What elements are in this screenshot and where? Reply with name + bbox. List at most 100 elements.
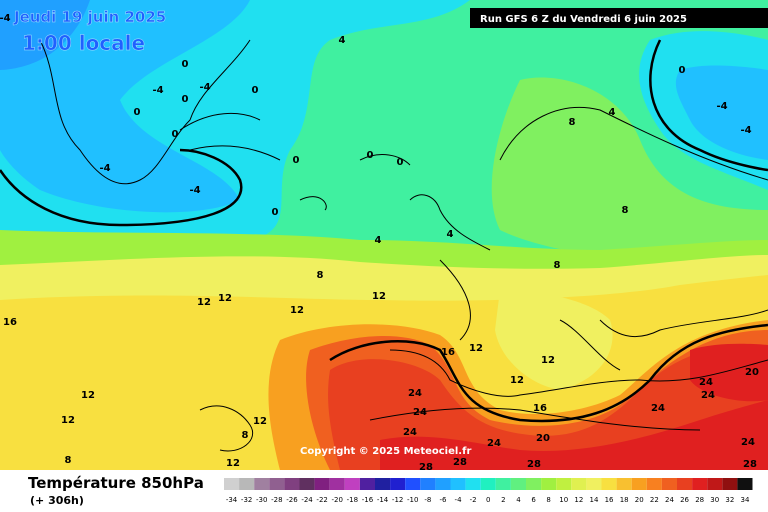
- scale-label: -4: [455, 496, 463, 504]
- contour-label: 12: [541, 355, 555, 366]
- scale-label: 14: [589, 496, 598, 504]
- scale-label: -26: [286, 496, 298, 504]
- local-time: 1:00 locale: [22, 31, 145, 55]
- scale-label: 16: [605, 496, 614, 504]
- contour-label: 8: [65, 455, 72, 466]
- scale-label: 2: [501, 496, 505, 504]
- scale-label: -20: [332, 496, 343, 504]
- scale-label: -34: [226, 496, 238, 504]
- scale-swatch: [269, 478, 285, 490]
- contour-label: 4: [447, 229, 454, 240]
- scale-label: -12: [392, 496, 403, 504]
- scale-label: -16: [362, 496, 374, 504]
- scale-label: -30: [256, 496, 267, 504]
- contour-label: 0: [293, 155, 300, 166]
- scale-swatch: [692, 478, 708, 490]
- scale-swatch: [586, 478, 602, 490]
- contour-label: 8: [569, 117, 576, 128]
- copyright: Copyright © 2025 Meteociel.fr: [300, 446, 471, 457]
- color-scale: -34 -32 -30 -28 -26 -24 -22 -20 -18 -16 -14 -12 -10-…: [224, 478, 753, 504]
- contour-label: 4: [609, 107, 616, 118]
- contour-label: 12: [290, 305, 304, 316]
- contour-label: 0: [272, 207, 279, 218]
- scale-label: 24: [665, 496, 674, 504]
- contour-label: -4: [152, 85, 163, 96]
- scale-swatch: [329, 478, 345, 490]
- contour-label: 4: [375, 235, 382, 246]
- contour-label: 8: [242, 430, 249, 441]
- scale-swatch: [450, 478, 466, 490]
- scale-swatch: [480, 478, 496, 490]
- scale-label: 30: [710, 496, 719, 504]
- scale-swatch: [254, 478, 270, 490]
- scale-swatch: [495, 478, 511, 490]
- scale-label: 18: [620, 496, 629, 504]
- contour-label: -4: [199, 82, 210, 93]
- scale-label: 8: [546, 496, 550, 504]
- scale-swatch: [601, 478, 617, 490]
- contour-label: -4: [189, 185, 200, 196]
- scale-swatch: [465, 478, 481, 490]
- footer-title: Température 850hPa: [28, 474, 204, 492]
- scale-swatch: [677, 478, 693, 490]
- contour-label: 8: [554, 260, 561, 271]
- scale-swatch: [526, 478, 542, 490]
- contour-label: 0: [182, 94, 189, 105]
- contour-label: 12: [81, 390, 95, 401]
- contour-label: 12: [218, 293, 232, 304]
- forecast-lead: (+ 306h): [30, 494, 84, 507]
- scale-label: 4: [516, 496, 521, 504]
- contour-label: 24: [487, 438, 501, 449]
- contour-label: 0: [679, 65, 686, 76]
- scale-label: 32: [725, 496, 734, 504]
- contour-labels: -4 0 -4 0 -4 0 0 0 -4 -4 0 0 0 0 4 0 -4 -4 4 8 8 8 4 4 8 12 12 12 12…: [0, 13, 759, 473]
- scale-swatch: [284, 478, 300, 490]
- contour-label: 24: [701, 390, 715, 401]
- scale-label: 12: [574, 496, 583, 504]
- scale-swatch: [435, 478, 451, 490]
- isotherms: [0, 39, 768, 423]
- scale-label: -18: [347, 496, 358, 504]
- scale-label: 26: [680, 496, 689, 504]
- contour-label: 24: [408, 388, 422, 399]
- scale-swatch: [299, 478, 315, 490]
- valid-date: Jeudi 19 juin 2025: [13, 8, 166, 26]
- scale-swatch: [314, 478, 330, 490]
- contour-label: -4: [716, 101, 727, 112]
- contour-label: 4: [339, 35, 346, 46]
- contour-label: 12: [469, 343, 483, 354]
- run-info: Run GFS 6 Z du Vendredi 6 juin 2025: [480, 14, 687, 25]
- contour-label: 20: [745, 367, 759, 378]
- scale-swatch: [510, 478, 526, 490]
- scale-label: -14: [377, 496, 389, 504]
- contour-label: 24: [699, 377, 713, 388]
- run-box: [470, 8, 768, 28]
- contour-label: 28: [419, 462, 433, 473]
- footer: [0, 470, 768, 512]
- scale-swatch: [571, 478, 587, 490]
- contour-label: 24: [741, 437, 755, 448]
- scale-swatch: [390, 478, 406, 490]
- contour-label: 0: [397, 157, 404, 168]
- scale-label: 22: [650, 496, 659, 504]
- contour-label: 24: [651, 403, 665, 414]
- contour-label: 12: [197, 297, 211, 308]
- contour-label: 0: [134, 107, 141, 118]
- contour-label: 12: [61, 415, 75, 426]
- contour-label: 24: [413, 407, 427, 418]
- contour-label: 12: [510, 375, 524, 386]
- contour-label: 12: [372, 291, 386, 302]
- scale-label: 34: [740, 496, 749, 504]
- contour-label: -4: [740, 125, 751, 136]
- coastlines: [39, 39, 768, 452]
- contour-label: 28: [743, 459, 757, 470]
- scale-swatch: [375, 478, 391, 490]
- scale-label: 28: [695, 496, 704, 504]
- scale-swatch: [541, 478, 557, 490]
- scale-label: -24: [301, 496, 313, 504]
- scale-swatch: [224, 478, 240, 490]
- scale-swatch: [420, 478, 436, 490]
- contour-label: 0: [367, 150, 374, 161]
- scale-swatch: [359, 478, 375, 490]
- contour-label: 0: [172, 129, 179, 140]
